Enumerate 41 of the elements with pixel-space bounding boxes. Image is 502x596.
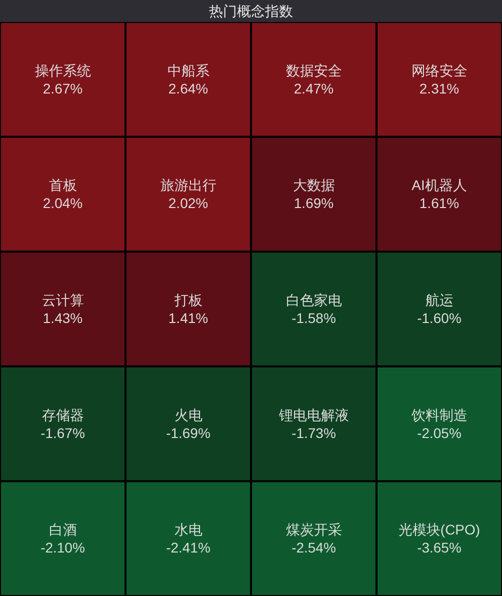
tile-name: 存储器 bbox=[42, 406, 84, 423]
tile-name: 火电 bbox=[174, 406, 202, 423]
tile-name: 航运 bbox=[425, 292, 454, 308]
tile-name: 操作系统 bbox=[34, 62, 91, 78]
value-label: 2.04% bbox=[42, 195, 83, 212]
tile-name: 大数据 bbox=[292, 177, 335, 194]
tile-name: AI机器人 bbox=[412, 177, 467, 194]
value-label: -2.41% bbox=[166, 540, 210, 556]
value-label: -1.67% bbox=[40, 424, 85, 441]
value-label: 2.47% bbox=[294, 80, 334, 96]
chart-title: 热门概念指数 bbox=[209, 3, 293, 19]
value-label: -1.60% bbox=[417, 310, 462, 326]
tile-name: 白酒 bbox=[48, 522, 77, 538]
value-label: 1.41% bbox=[168, 310, 208, 326]
value-label: -2.54% bbox=[292, 540, 336, 556]
value-label: 2.02% bbox=[168, 195, 208, 212]
value-label: 2.67% bbox=[42, 80, 83, 96]
tile-name: 打板 bbox=[174, 292, 202, 308]
tile-name: 水电 bbox=[174, 522, 202, 538]
value-label: -3.65% bbox=[417, 540, 462, 556]
value-label: 1.69% bbox=[294, 195, 334, 212]
value-label: -1.73% bbox=[292, 424, 336, 441]
tile-name: 首板 bbox=[48, 177, 77, 194]
tile-name: 中船系 bbox=[167, 62, 210, 78]
tile-name: 白色家电 bbox=[286, 292, 342, 308]
tile-name: 锂电电解液 bbox=[278, 406, 349, 423]
tile-name: 饮料制造 bbox=[411, 406, 468, 423]
tile-name: 云计算 bbox=[42, 292, 84, 308]
tile-name: 数据安全 bbox=[286, 62, 342, 78]
tile-name: 光模块(CPO) bbox=[398, 522, 480, 538]
value-label: 2.64% bbox=[168, 80, 208, 96]
value-label: 1.43% bbox=[42, 310, 83, 326]
tile-name: 旅游出行 bbox=[160, 177, 216, 194]
value-label: -2.05% bbox=[417, 424, 462, 441]
value-label: -1.69% bbox=[166, 424, 210, 441]
value-label: 1.61% bbox=[419, 195, 460, 212]
value-label: 2.31% bbox=[419, 80, 460, 96]
value-label: -1.58% bbox=[292, 310, 336, 326]
tile-name: 煤炭开采 bbox=[286, 522, 342, 538]
value-label: -2.10% bbox=[40, 540, 85, 556]
tile-name: 网络安全 bbox=[411, 62, 468, 78]
